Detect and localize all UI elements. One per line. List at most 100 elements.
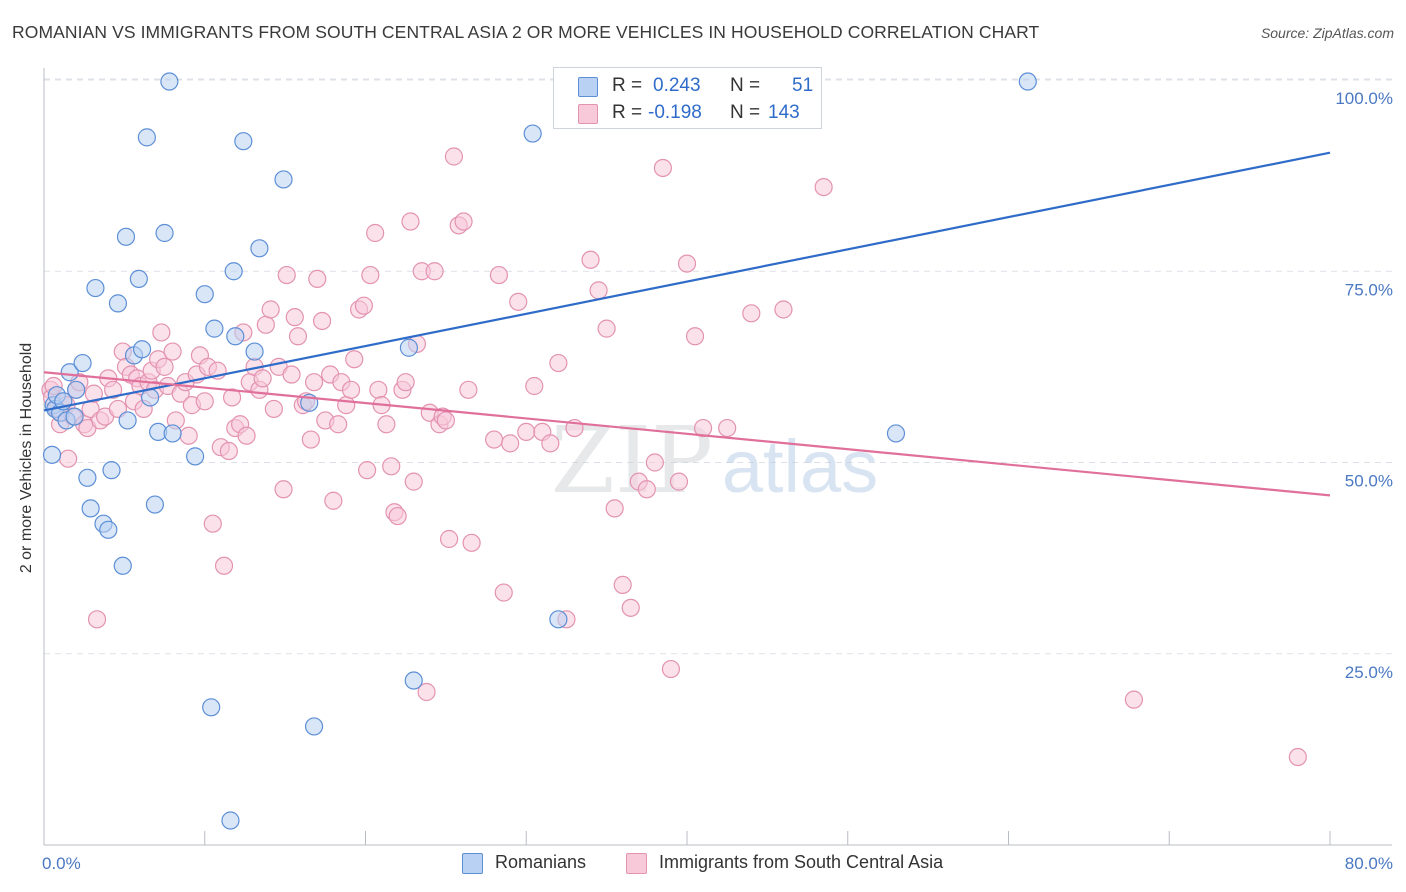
point-immigrant: [203, 514, 222, 533]
point-immigrant: [253, 369, 272, 388]
legend-r-value: -0.198: [648, 102, 702, 123]
x-tick-label-max: 80.0%: [1345, 854, 1393, 873]
point-romanian: [224, 262, 243, 281]
legend-swatch-pink: [626, 853, 647, 874]
point-immigrant: [59, 449, 78, 468]
legend-label-immigrants: Immigrants from South Central Asia: [659, 852, 944, 872]
point-immigrant: [454, 212, 473, 231]
point-immigrant: [337, 396, 356, 415]
point-romanian: [221, 811, 240, 830]
point-immigrant: [282, 365, 301, 384]
point-romanian: [234, 132, 253, 151]
point-immigrant: [444, 147, 464, 166]
point-immigrant: [462, 533, 481, 552]
legend-swatch-blue: [462, 853, 483, 874]
point-immigrant: [324, 491, 343, 510]
point-romanian: [245, 342, 264, 361]
point-immigrant: [1288, 747, 1307, 767]
y-tick-label: 100.0%: [1335, 89, 1393, 108]
trend-line-immigrants: [43, 371, 1331, 497]
point-romanian: [202, 698, 221, 717]
point-immigrant: [742, 304, 761, 323]
legend-n-label: N =: [730, 75, 761, 96]
point-immigrant: [404, 472, 423, 491]
point-immigrant: [613, 575, 632, 595]
point-romanian: [65, 407, 84, 426]
point-immigrant: [517, 422, 536, 441]
point-romanian: [67, 380, 86, 399]
x-tick-label-min: 0.0%: [42, 854, 81, 873]
point-romanian: [132, 340, 152, 359]
point-immigrant: [1124, 690, 1143, 709]
point-immigrant: [277, 265, 296, 285]
point-immigrant: [425, 262, 444, 281]
y-tick-label: 25.0%: [1345, 663, 1393, 682]
point-immigrant: [605, 499, 624, 518]
point-immigrant: [304, 373, 324, 392]
point-immigrant: [87, 610, 107, 629]
point-romanian: [78, 468, 97, 487]
point-romanian: [81, 499, 100, 518]
point-romanian: [399, 338, 419, 357]
legend-n-label: N =: [730, 102, 761, 123]
legend-swatch-blue: [578, 77, 598, 97]
point-immigrant: [256, 315, 275, 334]
stats-legend: R = 0.243 N = 51 R = -0.198 N = 143: [553, 67, 822, 129]
point-immigrant: [459, 380, 478, 399]
point-immigrant: [589, 281, 608, 300]
point-immigrant: [597, 319, 616, 338]
point-romanian: [73, 353, 92, 373]
point-immigrant: [669, 472, 689, 491]
point-immigrant: [677, 254, 697, 273]
point-romanian: [60, 363, 79, 382]
chart-title: ROMANIAN VS IMMIGRANTS FROM SOUTH CENTRA…: [12, 22, 1040, 42]
point-romanian: [129, 269, 148, 288]
point-immigrant: [288, 327, 308, 346]
point-romanian: [102, 461, 121, 480]
point-romanian: [118, 411, 137, 430]
point-immigrant: [285, 308, 304, 327]
point-immigrant: [653, 158, 672, 178]
legend-r-label: R =: [612, 75, 643, 96]
point-immigrant: [685, 327, 705, 346]
point-romanian: [226, 327, 245, 346]
point-immigrant: [222, 388, 242, 407]
point-immigrant: [549, 353, 568, 373]
point-romanian: [549, 610, 568, 629]
point-immigrant: [358, 461, 377, 480]
point-immigrant: [718, 418, 737, 438]
point-romanian: [186, 447, 205, 466]
point-immigrant: [541, 434, 560, 453]
point-romanian: [205, 319, 224, 338]
trend-line-romanians: [43, 151, 1331, 412]
point-immigrant: [274, 480, 293, 499]
point-romanian: [42, 445, 62, 464]
point-immigrant: [621, 598, 640, 617]
point-immigrant: [369, 380, 388, 399]
point-immigrant: [814, 178, 833, 197]
point-immigrant: [509, 292, 528, 311]
point-romanian: [137, 128, 156, 147]
legend-label-romanians: Romanians: [495, 852, 587, 872]
point-immigrant: [417, 682, 436, 702]
point-romanian: [163, 424, 182, 443]
point-immigrant: [329, 415, 348, 434]
point-romanian: [886, 424, 906, 443]
y-tick-labels: 25.0% 50.0% 75.0% 100.0%: [1335, 89, 1393, 682]
point-immigrant: [489, 265, 509, 285]
point-romanian: [145, 495, 165, 514]
point-immigrant: [494, 583, 513, 602]
point-immigrant: [637, 480, 656, 499]
point-immigrant: [195, 392, 214, 411]
point-immigrant: [396, 373, 415, 392]
point-immigrant: [301, 430, 320, 449]
point-immigrant: [155, 357, 174, 376]
y-tick-label: 50.0%: [1345, 472, 1393, 491]
point-immigrant: [312, 311, 332, 331]
legend-r-label: R =: [612, 102, 643, 123]
point-immigrant: [152, 323, 171, 342]
point-immigrant: [104, 380, 123, 399]
watermark-atlas: atlas: [722, 425, 878, 508]
point-immigrant: [485, 430, 504, 449]
series-romanians-points: [42, 72, 1037, 830]
